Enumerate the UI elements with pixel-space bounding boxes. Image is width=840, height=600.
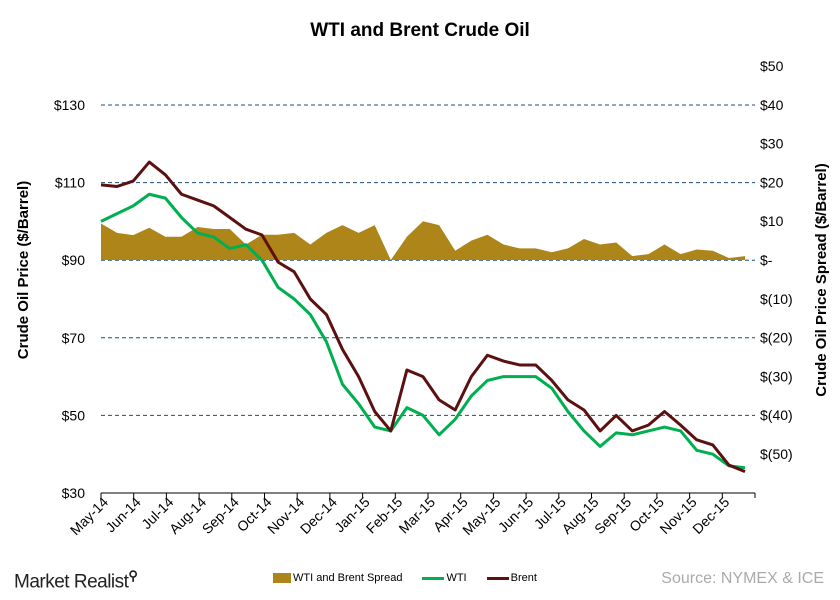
brent-line: [100, 160, 746, 474]
y2-tick-label: $30: [760, 136, 784, 152]
y2-axis-label: Crude Oil Price Spread ($/Barrel): [813, 163, 830, 396]
y2-tick-label: $-: [760, 252, 773, 268]
legend-label-spread: WTI and Brent Spread: [293, 572, 403, 584]
y-tick-label: $50: [62, 407, 86, 423]
y2-tick-label: $20: [760, 174, 784, 190]
chart-title: WTI and Brent Crude Oil: [310, 20, 530, 41]
y2-tick-label: $(30): [760, 368, 793, 384]
x-tick-label: Mar-15: [395, 494, 438, 537]
y2-tick-label: $(10): [760, 291, 793, 307]
y2-tick-label: $50: [760, 58, 784, 74]
brand-text: Market Realist: [14, 571, 129, 593]
y-tick-label: $90: [62, 252, 86, 268]
spread-area: [101, 221, 745, 260]
legend-label-wti: WTI: [446, 572, 467, 584]
y-tick-label: $30: [62, 485, 86, 501]
y2-tick-label: $(50): [760, 446, 793, 462]
legend-swatch-wti: [422, 576, 445, 580]
x-tick-label: Jun-14: [102, 494, 144, 536]
y2-tick-label: $(40): [760, 407, 793, 423]
x-tick-label: Jun-15: [495, 494, 537, 536]
market-realist-logo: Market Realist⚲: [14, 568, 138, 593]
x-tick-label: Dec-14: [297, 494, 340, 537]
x-tick-label: Dec-15: [689, 494, 732, 537]
y2-tick-label: $10: [760, 213, 784, 229]
magnifier-icon: ⚲: [128, 568, 138, 583]
legend-swatch-brent: [486, 576, 509, 580]
y-tick-label: $130: [54, 97, 85, 113]
legend-swatch-spread: [273, 573, 291, 583]
legend-label-brent: Brent: [510, 572, 537, 584]
x-tick-label: Sep-14: [199, 494, 242, 537]
y-tick-label: $110: [55, 175, 85, 191]
y2-tick-label: $(20): [760, 330, 793, 346]
x-tick-label: Sep-15: [591, 494, 634, 537]
y-axis-label: Crude Oil Price ($/Barrel): [15, 181, 32, 359]
legend: WTI and Brent Spread WTI Brent: [273, 572, 537, 584]
source-note: Source: NYMEX & ICE: [661, 570, 824, 587]
y2-tick-label: $40: [760, 97, 784, 113]
y-tick-label: $70: [62, 330, 86, 346]
